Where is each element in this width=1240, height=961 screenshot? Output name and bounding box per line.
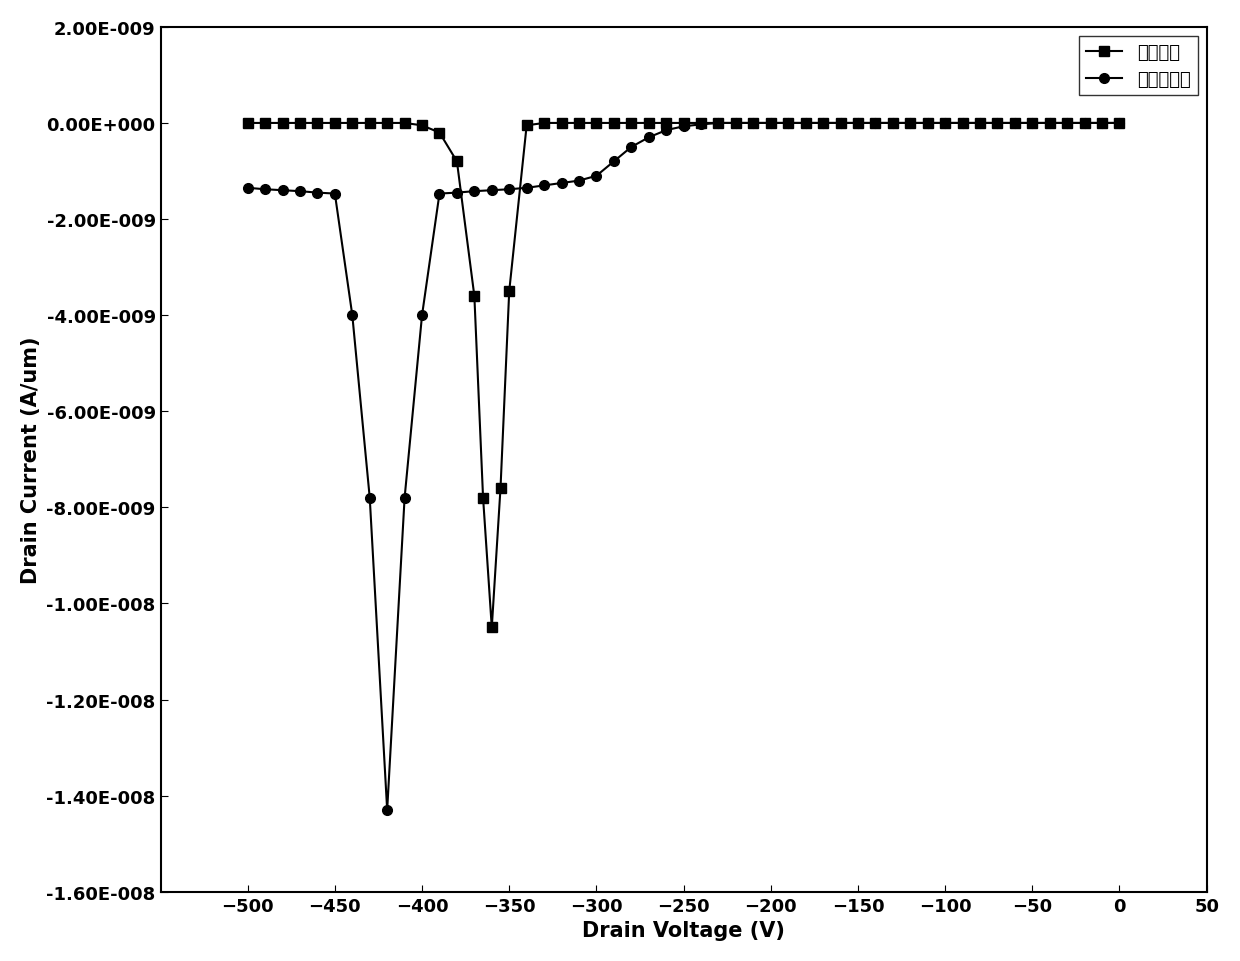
本发明结构 xyxy=(485,185,500,197)
常规结构 xyxy=(432,128,446,139)
常规结构 xyxy=(327,118,342,130)
X-axis label: Drain Voltage (V): Drain Voltage (V) xyxy=(582,921,785,940)
本发明结构 xyxy=(241,183,255,194)
常规结构 xyxy=(572,118,587,130)
本发明结构 xyxy=(833,118,848,130)
常规结构 xyxy=(537,118,552,130)
Line: 本发明结构: 本发明结构 xyxy=(243,119,1125,815)
Y-axis label: Drain Current (A/um): Drain Current (A/um) xyxy=(21,336,41,583)
常规结构 xyxy=(589,118,604,130)
本发明结构 xyxy=(379,804,394,816)
常规结构 xyxy=(868,118,883,130)
常规结构 xyxy=(241,118,255,130)
本发明结构 xyxy=(258,185,273,196)
本发明结构 xyxy=(851,118,866,130)
Legend: 常规结构, 本发明结构: 常规结构, 本发明结构 xyxy=(1079,37,1198,96)
本发明结构 xyxy=(1112,118,1127,130)
常规结构 xyxy=(485,622,500,633)
Line: 常规结构: 常规结构 xyxy=(243,119,1125,632)
本发明结构 xyxy=(920,118,935,130)
本发明结构 xyxy=(537,181,552,192)
常规结构 xyxy=(1112,118,1127,130)
